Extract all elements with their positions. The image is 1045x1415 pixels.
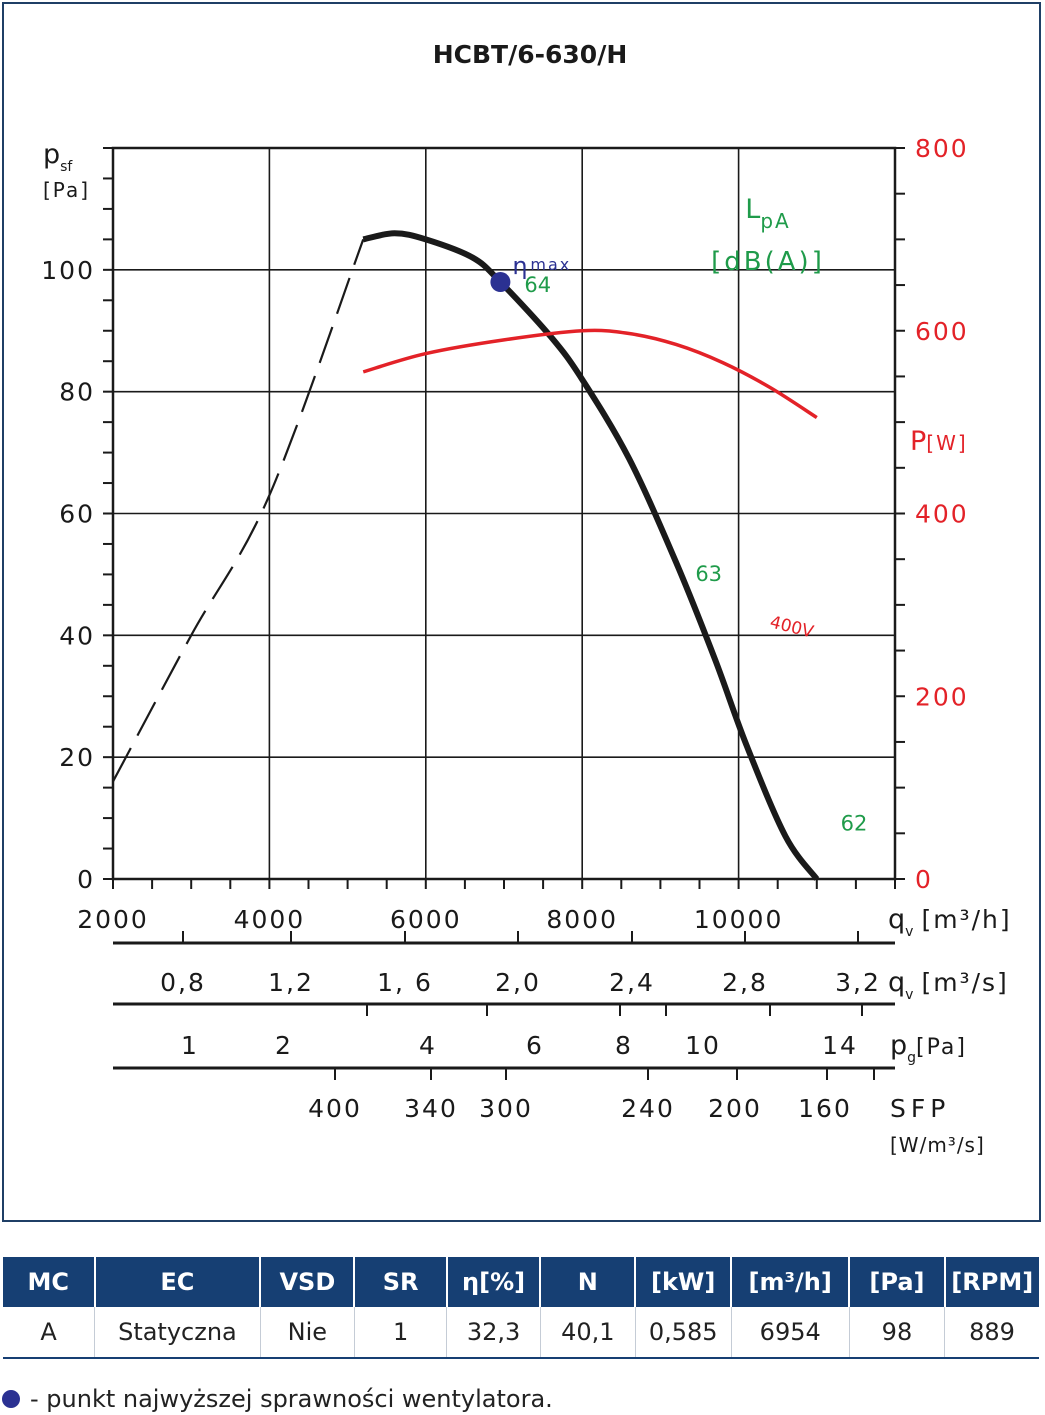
y-right-tick-label: 600 (915, 317, 969, 346)
scale-tick-label: 10 (685, 1031, 721, 1060)
scale-tick-label: 200 (708, 1094, 762, 1123)
power-curve-label: 400V (768, 612, 816, 642)
y-left-tick-label: 40 (59, 621, 95, 650)
efficiency-label: η (512, 252, 527, 280)
x-axis-label: qv [m³/h] (888, 904, 1012, 940)
spec-table: MC EC VSD SR η[%] N [kW] [m³/h] [Pa] [RPM] A Staty… (3, 1257, 1039, 1359)
noise-level-label: 63 (695, 562, 722, 586)
pressure-curve-unstable (112, 238, 365, 783)
spec-cell: Statyczna (94, 1307, 261, 1359)
legend-note: - punkt najwyższej sprawności wentylator… (2, 1384, 553, 1414)
noise-title: LpA (745, 194, 790, 233)
x-tick-label: 8000 (546, 905, 618, 934)
spec-cell: 40,1 (540, 1307, 636, 1359)
y-right-tick-label: 800 (915, 134, 969, 163)
pressure-curve (362, 230, 820, 881)
y-left-tick-label: 100 (41, 256, 95, 285)
y-left-tick-label: 80 (59, 378, 95, 407)
spec-cell: Nie (260, 1307, 355, 1359)
scale-tick-label: 240 (621, 1094, 675, 1123)
y-left-tick-label: 20 (59, 743, 95, 772)
scale-label-pg: pg[Pa] (890, 1030, 967, 1066)
scale-label-sfp: SFP (890, 1094, 950, 1123)
efficiency-point-icon (2, 1390, 20, 1408)
y-right-tick-label: 200 (915, 682, 969, 711)
spec-cell: A (3, 1307, 96, 1359)
y-right-axis-label: P[W] (910, 426, 968, 457)
spec-cell: 0,585 (635, 1307, 732, 1359)
curves (112, 230, 820, 881)
scale-tick-label: 340 (404, 1094, 458, 1123)
scale-tick-label: 14 (822, 1031, 858, 1060)
power-curve (362, 328, 818, 420)
scale-tick-label: 400 (308, 1094, 362, 1123)
spec-header-cell: [kW] (635, 1257, 733, 1307)
noise-level-label: 64 (524, 273, 551, 297)
scale-tick-label: 2 (275, 1031, 293, 1060)
y-left-axis-label: psf (43, 139, 73, 175)
scale-tick-label: 2,0 (495, 968, 541, 997)
spec-header-cell: VSD (260, 1257, 356, 1307)
legend-note-text: - punkt najwyższej sprawności wentylator… (30, 1385, 553, 1413)
scale-tick-label: 1,2 (268, 968, 314, 997)
spec-header-cell: EC (94, 1257, 262, 1307)
chart-frame (2, 2, 1041, 1222)
spec-table-header: MC EC VSD SR η[%] N [kW] [m³/h] [Pa] [RPM] (3, 1257, 1039, 1307)
scale-tick-label: 6 (526, 1031, 544, 1060)
scale-tick-label: 2,4 (609, 968, 655, 997)
y-left-tick-label: 0 (77, 865, 95, 894)
x-tick-label: 10000 (694, 905, 784, 934)
spec-table-row: A Statyczna Nie 1 32,3 40,1 0,585 6954 98 889 (3, 1307, 1039, 1359)
spec-header-cell: MC (3, 1257, 96, 1307)
chart-title: HCBT/6-630/H (433, 40, 628, 69)
spec-cell: 1 (354, 1307, 448, 1359)
noise-unit: [dB(A)] (711, 247, 825, 277)
spec-cell: 889 (944, 1307, 1039, 1359)
efficiency-label-sub: max (530, 255, 571, 274)
spec-header-cell: η[%] (446, 1257, 542, 1307)
scale-tick-label: 1 (181, 1031, 199, 1060)
scale-tick-label: 300 (479, 1094, 533, 1123)
spec-cell: 6954 (731, 1307, 850, 1359)
noise-level-label: 62 (841, 812, 868, 836)
spec-cell: 98 (849, 1307, 946, 1359)
spec-header-cell: [RPM] (944, 1257, 1039, 1307)
scale-tick-label: 8 (615, 1031, 633, 1060)
y-left-tick-labels: 0 20 40 60 80 100 (41, 256, 95, 894)
spec-cell: 32,3 (446, 1307, 541, 1359)
fan-performance-chart: HCBT/6-630/H psf [Pa] 0 20 40 60 80 100 0 200 4… (41, 40, 1012, 1157)
scale-tick-label: 160 (798, 1094, 852, 1123)
x-tick-label: 2000 (77, 905, 149, 934)
scale-tick-label: 2,8 (722, 968, 768, 997)
y-right-tick-label: 0 (915, 865, 933, 894)
scale-tick-label: 4 (419, 1031, 437, 1060)
x-tick-label: 6000 (390, 905, 462, 934)
scale-label-sfp-unit: [W/m³/s] (890, 1133, 985, 1157)
scale-label-qv-m3s: qv [m³/s] (888, 967, 1009, 1003)
x-tick-labels: 2000 4000 6000 8000 10000 (77, 905, 784, 934)
x-tick-label: 4000 (234, 905, 306, 934)
y-left-axis-unit: [Pa] (43, 178, 90, 202)
scale-tick-label: 3,2 (835, 968, 881, 997)
y-right-tick-labels: 0 200 400 600 800 (915, 134, 969, 894)
scale-tick-label: 1, 6 (377, 968, 433, 997)
y-left-tick-label: 60 (59, 500, 95, 529)
spec-header-cell: SR (354, 1257, 448, 1307)
spec-header-cell: [m³/h] (731, 1257, 851, 1307)
scale-tick-label: 0,8 (160, 968, 206, 997)
spec-header-cell: N (540, 1257, 637, 1307)
spec-header-cell: [Pa] (849, 1257, 946, 1307)
y-right-tick-label: 400 (915, 500, 969, 529)
minor-ticks (103, 147, 905, 889)
efficiency-point-marker (490, 272, 511, 293)
secondary-scales: 0,8 1,2 1, 6 2,0 2,4 2,8 3,2 1 2 4 6 8 10 14 400 340 300… (113, 931, 1009, 1157)
